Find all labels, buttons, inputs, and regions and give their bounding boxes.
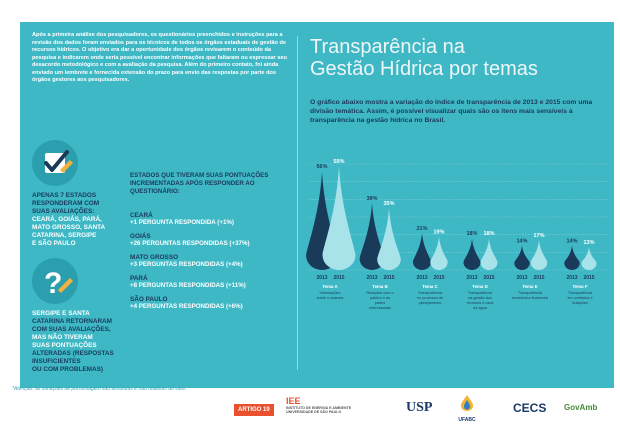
intro-paragraph: Após a primeira análise dos pesquisadore… — [32, 32, 287, 83]
droplet-mark-2015 — [581, 247, 597, 270]
state-list: Ceará +1 pergunta respondida (+1%) Goiás… — [130, 212, 290, 317]
x-tick-label: 2015 — [583, 275, 594, 281]
category-description: Relações com o — [366, 291, 393, 295]
category-description: no processo de — [417, 296, 443, 300]
category-label: Tema C — [422, 284, 438, 289]
category-description: Transparência — [418, 291, 443, 295]
responded-states-text: Apenas 7 estados responderam com suas av… — [32, 192, 106, 247]
x-tick-label: 2015 — [533, 275, 544, 281]
data-label: 18% — [483, 231, 494, 237]
category-description: licitações — [572, 301, 588, 305]
category-description: público e as — [370, 296, 390, 300]
category-description: sobre o sistema — [317, 296, 345, 300]
category-description: em contratos e — [567, 296, 592, 300]
x-tick-label: 2015 — [383, 275, 394, 281]
data-label: 56% — [316, 164, 327, 170]
cecs-logo: CECS — [513, 401, 547, 415]
droplet-mark-2013 — [564, 245, 580, 270]
column-divider — [297, 36, 298, 370]
category-description: recursos e usos — [467, 301, 494, 305]
droplet-mark-2013 — [514, 245, 530, 270]
infographic-panel: Após a primeira análise dos pesquisadore… — [20, 22, 614, 388]
droplet-mark-2013 — [359, 202, 385, 270]
x-tick-label: 2015 — [483, 275, 494, 281]
partner-logos: ARTIGO 19 IEE INSTITUTO DE ENERGIA E AMB… — [228, 392, 620, 428]
x-tick-label: 2013 — [366, 275, 377, 281]
category-label: Tema B — [372, 284, 388, 289]
category-description: partes — [375, 301, 386, 305]
data-label: 35% — [383, 201, 394, 207]
data-label: 18% — [466, 231, 477, 237]
x-tick-label: 2013 — [566, 275, 577, 281]
footnote: *Atenção: as variações de porcentagem sã… — [12, 386, 188, 392]
x-tick-label: 2013 — [466, 275, 477, 281]
category-label: Tema E — [522, 284, 537, 289]
data-label: 17% — [533, 233, 544, 239]
category-label: Tema D — [472, 284, 488, 289]
list-item: Ceará +1 pergunta respondida (+1%) — [130, 212, 234, 226]
droplet-mark-2015 — [322, 165, 356, 270]
category-description: Transparência — [568, 291, 593, 295]
category-label: Tema F — [572, 284, 587, 289]
unchanged-states-text: Sergipe e Santa Catarina retornaram com … — [32, 310, 114, 373]
category-description: da água — [473, 306, 488, 310]
chart-description: O gráfico abaixo mostra a variação do ín… — [310, 99, 593, 124]
x-tick-label: 2013 — [516, 275, 527, 281]
list-item: Pará +8 perguntas respondidas (+11%) — [130, 275, 246, 289]
category-description: planejamento — [419, 301, 442, 305]
data-label: 38% — [366, 196, 377, 202]
droplet-mark-2013 — [463, 238, 481, 270]
category-description: na gestão dos — [468, 296, 492, 300]
droplet-mark-2013 — [412, 232, 432, 270]
x-tick-label: 2013 — [316, 275, 327, 281]
list-item: São Paulo +4 perguntas respondidas (+6%) — [130, 296, 243, 310]
droplet-mark-2015 — [480, 238, 498, 270]
category-description: Informações — [320, 291, 341, 295]
x-tick-label: 2015 — [333, 275, 344, 281]
ufabc-emblem-icon — [461, 395, 473, 411]
question-mark-icon: ? — [32, 258, 78, 304]
data-label: 21% — [416, 226, 427, 232]
list-item: Mato Grosso +3 perguntas respondidas (+4… — [130, 254, 243, 268]
data-label: 14% — [516, 238, 527, 244]
ufabc-logo: UFABC — [456, 394, 478, 423]
artigo19-logo: ARTIGO 19 — [234, 404, 274, 416]
category-label: Tema A — [322, 284, 338, 289]
states-heading: Estados que tiveram suas pontuações incr… — [130, 172, 269, 195]
category-description: Transparência — [468, 291, 493, 295]
category-description: interessadas — [369, 306, 391, 310]
droplet-mark-2015 — [377, 208, 401, 270]
page-title: Transparência na Gestão Hídrica por tema… — [310, 36, 538, 80]
svg-text:?: ? — [44, 267, 62, 300]
iee-logo: IEE INSTITUTO DE ENERGIA E AMBIENTE UNIV… — [286, 396, 352, 414]
x-tick-label: 2015 — [433, 275, 444, 281]
govamb-logo: GovAmb — [564, 403, 598, 412]
droplet-mark-2015 — [430, 236, 448, 270]
checkmark-icon — [32, 140, 78, 186]
list-item: Goiás +26 perguntas respondidas (+37%) — [130, 233, 250, 247]
category-description: econômico-financeira — [512, 296, 549, 300]
usp-logo: USP — [406, 400, 433, 415]
x-tick-label: 2013 — [416, 275, 427, 281]
data-label: 13% — [583, 240, 594, 246]
droplet-mark-2015 — [530, 239, 548, 270]
data-label: 59% — [333, 159, 344, 165]
data-label: 19% — [433, 229, 444, 235]
data-label: 14% — [566, 238, 577, 244]
category-description: Transparência — [518, 291, 543, 295]
